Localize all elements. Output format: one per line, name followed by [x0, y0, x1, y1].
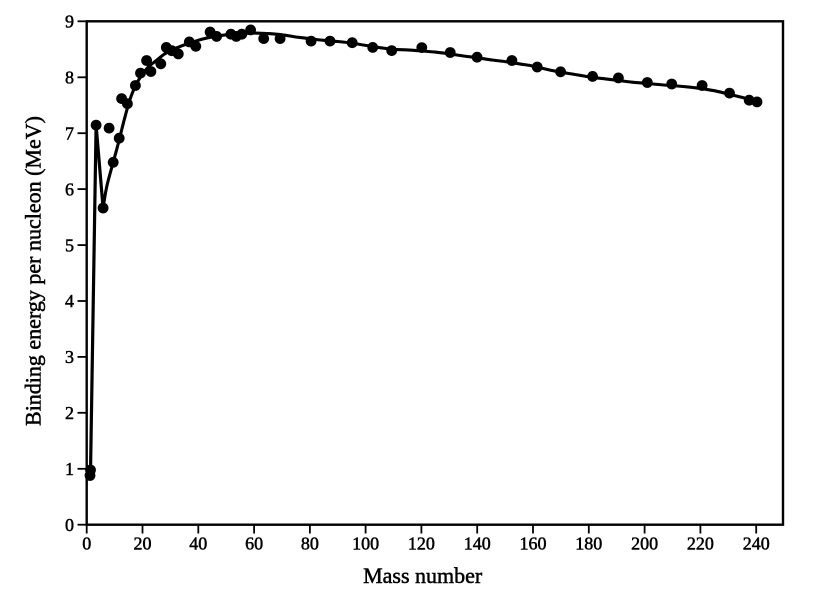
- svg-text:100: 100: [352, 534, 379, 554]
- svg-text:140: 140: [464, 534, 491, 554]
- svg-text:2: 2: [65, 403, 74, 423]
- svg-text:5: 5: [65, 235, 74, 255]
- svg-text:9: 9: [65, 12, 74, 32]
- svg-text:0: 0: [82, 534, 91, 554]
- svg-text:4: 4: [65, 291, 74, 311]
- svg-text:6: 6: [65, 179, 74, 199]
- svg-text:200: 200: [631, 534, 658, 554]
- svg-text:40: 40: [189, 534, 207, 554]
- svg-text:3: 3: [65, 347, 74, 367]
- svg-text:60: 60: [245, 534, 263, 554]
- svg-text:Binding energy per nucleon (Me: Binding energy per nucleon (MeV): [21, 116, 46, 426]
- svg-text:220: 220: [687, 534, 714, 554]
- svg-text:8: 8: [65, 68, 74, 88]
- svg-text:0: 0: [65, 515, 74, 535]
- svg-text:20: 20: [134, 534, 152, 554]
- svg-text:7: 7: [65, 123, 74, 143]
- svg-text:Mass number: Mass number: [363, 563, 483, 588]
- svg-text:240: 240: [743, 534, 770, 554]
- svg-text:180: 180: [575, 534, 602, 554]
- svg-text:80: 80: [301, 534, 319, 554]
- svg-text:160: 160: [520, 534, 547, 554]
- svg-text:120: 120: [408, 534, 435, 554]
- svg-text:1: 1: [65, 459, 74, 479]
